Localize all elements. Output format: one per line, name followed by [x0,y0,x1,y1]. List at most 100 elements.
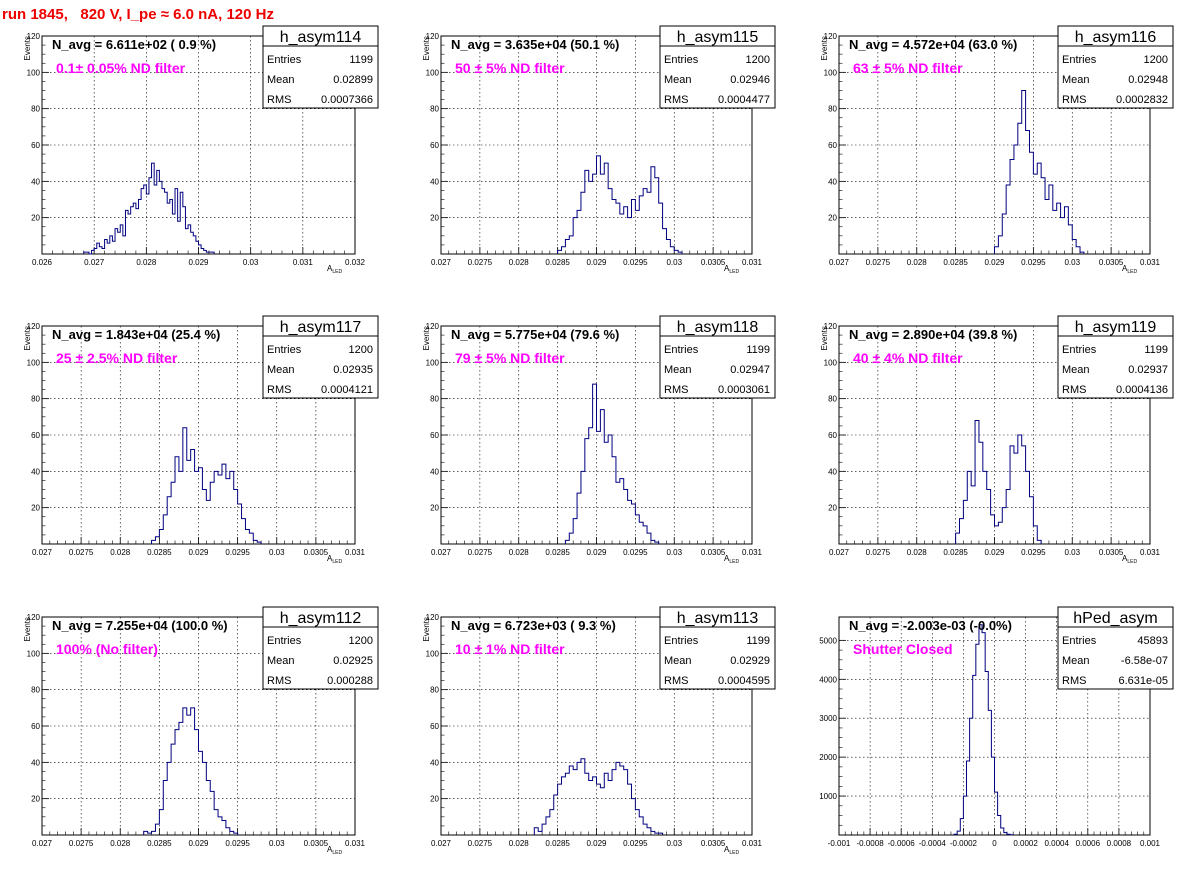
y-tick-label: 20 [31,795,40,804]
stats-rms-value: 0.0003061 [718,384,770,396]
x-tick-label: 0.0275 [866,258,891,267]
x-tick-label: 0.0305 [701,548,726,557]
stats-rms-value: 0.0007366 [321,94,373,106]
stats-title: h_asym116 [1075,29,1157,46]
stats-mean-value: 0.02946 [730,74,770,86]
x-tick-label: 0.0305 [701,839,726,848]
y-tick-label: 4000 [819,675,837,684]
y-tick-label: 60 [828,431,837,440]
y-tick-label: 40 [828,177,837,186]
navg-label: N_avg = 6.723e+03 ( 9.3 %) [451,618,616,633]
y-tick-label: 1000 [819,792,837,801]
stats-entries-label: Entries [267,635,302,647]
x-tick-label: 0.0295 [623,548,648,557]
stats-mean-value: 0.02947 [730,364,770,376]
x-tick-label: 0.032 [345,258,366,267]
y-tick-label: 80 [430,686,439,695]
filter-label: 79 ± 5% ND filter [455,350,565,366]
stats-box [659,315,776,399]
stats-title: h_asym115 [677,29,759,46]
x-tick-label: 0.031 [742,839,763,848]
filter-label: 100% (No filter) [56,641,158,657]
stats-rms-value: 0.0004477 [718,94,770,106]
navg-label: N_avg = 3.635e+04 (50.1 %) [451,37,619,52]
histogram-series [994,90,1085,254]
histogram-series [151,427,262,544]
filter-label: 40 ± 4% ND filter [853,350,963,366]
stats-rms-value: 0.0004595 [718,675,770,687]
y-tick-label: 60 [828,141,837,150]
histogram-series [83,162,215,255]
x-tick-label: 0.0008 [1107,839,1132,848]
stats-box [262,606,379,690]
y-tick-label: 120 [27,613,41,622]
stats-rms-label: RMS [1062,384,1086,396]
stats-box [262,315,379,399]
x-tick-label: 0.0285 [943,258,968,267]
x-tick-label: 0.0285 [147,839,172,848]
y-tick-label: 100 [426,68,440,77]
x-tick-label: 0.031 [345,839,366,848]
x-tick-label: 0.028 [509,548,530,557]
x-tick-label: 0.0285 [943,548,968,557]
x-tick-label: 0.001 [1140,839,1161,848]
x-axis-label: ALED [1122,264,1137,275]
x-tick-label: 0.0305 [1099,548,1124,557]
stats-rms-label: RMS [664,94,688,106]
x-axis-label: ALED [724,554,739,565]
x-tick-label: 0.026 [32,258,53,267]
y-tick-label: 20 [828,214,837,223]
stats-entries-value: 1199 [746,635,770,647]
stats-title: h_asym113 [677,610,759,627]
x-tick-label: 0.029 [586,839,607,848]
histogram-panel-h_asym116: 0.027 0.0275 0.028 0.0285 0.029 0.0295 0.03 0.0… [820,25,1174,275]
stats-title: h_asym119 [1075,319,1157,336]
y-tick-label: 100 [824,358,838,367]
x-tick-label: 0.028 [907,258,928,267]
stats-title: h_asym114 [280,29,362,46]
histogram-panel-h_asym118: 0.027 0.0275 0.028 0.0285 0.029 0.0295 0.03 0.0… [422,315,776,565]
y-tick-label: 3000 [819,714,837,723]
navg-label: N_avg = 4.572e+04 (63.0 %) [849,37,1017,52]
x-tick-label: 0.0305 [701,258,726,267]
stats-rms-value: 0.0002832 [1116,94,1168,106]
x-axis-label-subscript: LED [1127,269,1137,275]
y-tick-label: 80 [31,395,40,404]
y-tick-label: 40 [828,467,837,476]
y-axis-label: Events [23,326,32,350]
y-axis-label: Events [422,36,431,60]
y-tick-label: 60 [430,722,439,731]
x-tick-label: 0.031 [293,258,314,267]
y-tick-label: 40 [430,177,439,186]
stats-rms-value: 6.631e-05 [1118,675,1168,687]
stats-mean-label: Mean [267,74,295,86]
x-tick-label: 0.029 [188,839,209,848]
histogram-panel-h_asym113: 0.027 0.0275 0.028 0.0285 0.029 0.0295 0.03 0.0… [422,606,776,856]
stats-rms-label: RMS [664,675,688,687]
stats-box [262,25,379,109]
x-tick-label: -0.0004 [919,839,947,848]
histogram-panel-h_asym115: 0.027 0.0275 0.028 0.0285 0.029 0.0295 0.03 0.0… [422,25,776,275]
x-tick-label: 0.0285 [147,548,172,557]
x-tick-label: 0.0295 [1021,258,1046,267]
x-tick-label: 0.031 [742,258,763,267]
y-tick-label: 60 [430,431,439,440]
y-tick-label: 80 [31,105,40,114]
histogram-series [564,383,660,544]
filter-label: 25 ± 2.5% ND filter [56,350,178,366]
stats-mean-label: Mean [664,74,692,86]
y-tick-label: 40 [31,758,40,767]
stats-mean-value: 0.02925 [333,655,373,667]
histogram-series [557,155,683,254]
y-tick-label: 120 [426,32,440,41]
stats-entries-value: 1200 [746,54,770,66]
stats-mean-value: -6.58e-07 [1121,655,1168,667]
y-tick-label: 100 [426,649,440,658]
x-tick-label: 0.029 [586,258,607,267]
y-tick-label: 100 [27,68,41,77]
navg-label: N_avg = 2.890e+04 (39.8 %) [849,327,1017,342]
histogram-series [533,758,664,835]
y-tick-label: 20 [430,214,439,223]
y-tick-label: 100 [824,68,838,77]
stats-mean-label: Mean [1062,74,1090,86]
